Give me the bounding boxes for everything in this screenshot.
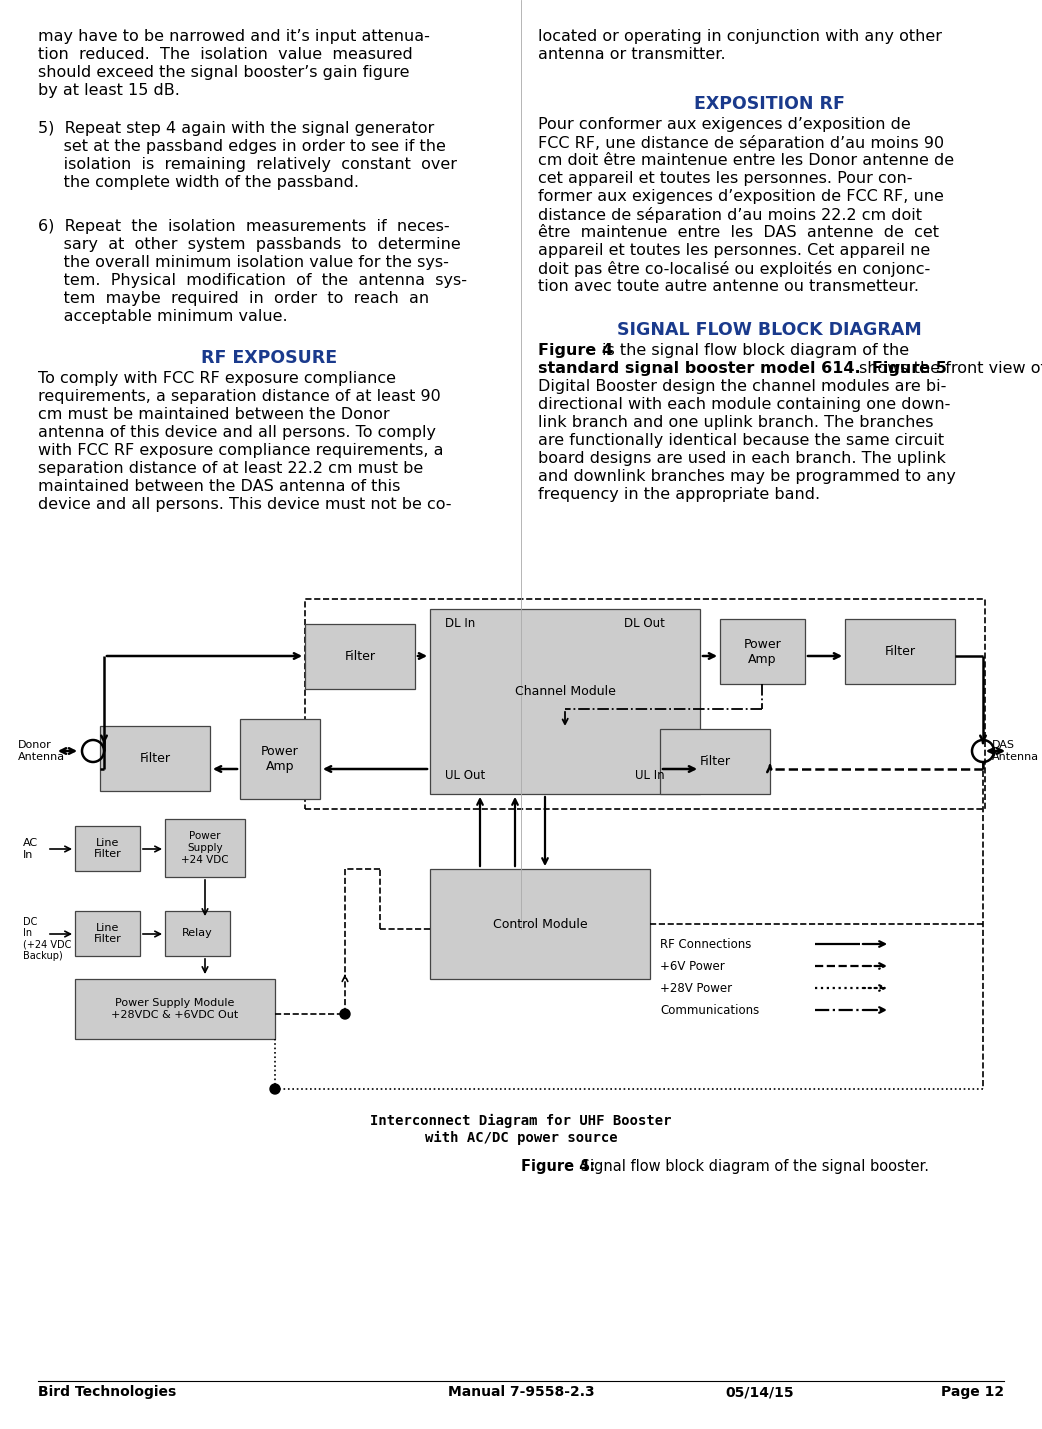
Text: tion avec toute autre antenne ou transmetteur.: tion avec toute autre antenne ou transme…	[538, 279, 919, 294]
FancyBboxPatch shape	[75, 826, 140, 872]
Text: former aux exigences d’exposition de FCC RF, une: former aux exigences d’exposition de FCC…	[538, 189, 944, 204]
Text: To comply with FCC RF exposure compliance: To comply with FCC RF exposure complianc…	[38, 372, 396, 386]
Text: DL Out: DL Out	[624, 617, 665, 630]
Text: appareil et toutes les personnes. Cet appareil ne: appareil et toutes les personnes. Cet ap…	[538, 243, 931, 259]
FancyBboxPatch shape	[430, 869, 650, 979]
Text: requirements, a separation distance of at least 90: requirements, a separation distance of a…	[38, 389, 441, 404]
Circle shape	[340, 1009, 350, 1019]
Text: separation distance of at least 22.2 cm must be: separation distance of at least 22.2 cm …	[38, 462, 423, 476]
Text: frequency in the appropriate band.: frequency in the appropriate band.	[538, 487, 820, 502]
Text: with FCC RF exposure compliance requirements, a: with FCC RF exposure compliance requirem…	[38, 443, 444, 459]
Text: Filter: Filter	[140, 752, 171, 765]
Text: standard signal booster model 614.  Figure 5: standard signal booster model 614. Figur…	[538, 362, 952, 376]
Text: Figure 4: Figure 4	[538, 343, 619, 359]
Text: Digital Booster design the channel modules are bi-: Digital Booster design the channel modul…	[538, 379, 946, 394]
Text: Filter: Filter	[885, 644, 916, 657]
Text: Power
Amp: Power Amp	[262, 745, 299, 773]
FancyBboxPatch shape	[660, 729, 770, 795]
Text: Bird Technologies: Bird Technologies	[38, 1385, 176, 1399]
Text: sary  at  other  system  passbands  to  determine: sary at other system passbands to determ…	[38, 237, 461, 252]
Text: Line
Filter: Line Filter	[94, 923, 121, 945]
Text: located or operating in conjunction with any other: located or operating in conjunction with…	[538, 29, 942, 44]
Text: acceptable minimum value.: acceptable minimum value.	[38, 309, 288, 324]
Text: Communications: Communications	[660, 1003, 760, 1016]
FancyBboxPatch shape	[100, 726, 210, 792]
Text: Channel Module: Channel Module	[515, 684, 616, 697]
FancyBboxPatch shape	[165, 819, 245, 877]
Text: UL Out: UL Out	[445, 769, 486, 782]
Text: SIGNAL FLOW BLOCK DIAGRAM: SIGNAL FLOW BLOCK DIAGRAM	[617, 322, 921, 339]
Text: Figure 4:: Figure 4:	[521, 1159, 595, 1175]
Text: may have to be narrowed and it’s input attenua-: may have to be narrowed and it’s input a…	[38, 29, 430, 44]
Text: Donor
Antenna: Donor Antenna	[18, 740, 65, 762]
Text: directional with each module containing one down-: directional with each module containing …	[538, 397, 950, 412]
Text: EXPOSITION RF: EXPOSITION RF	[694, 94, 844, 113]
Text: DC
In
(+24 VDC
Backup): DC In (+24 VDC Backup)	[23, 916, 71, 962]
Text: set at the passband edges in order to see if the: set at the passband edges in order to se…	[38, 139, 446, 154]
Text: AC
In: AC In	[23, 839, 39, 860]
Text: FCC RF, une distance de séparation d’au moins 90: FCC RF, une distance de séparation d’au …	[538, 134, 944, 151]
Text: cm doit être maintenue entre les Donor antenne de: cm doit être maintenue entre les Donor a…	[538, 153, 954, 169]
Text: isolation  is  remaining  relatively  constant  over: isolation is remaining relatively consta…	[38, 157, 457, 171]
Text: Line
Filter: Line Filter	[94, 837, 121, 859]
Text: Filter: Filter	[345, 650, 375, 663]
Text: RF EXPOSURE: RF EXPOSURE	[201, 349, 337, 367]
FancyBboxPatch shape	[240, 719, 320, 799]
Text: 6)  Repeat  the  isolation  measurements  if  neces-: 6) Repeat the isolation measurements if …	[38, 219, 450, 234]
Text: Manual 7-9558-2.3: Manual 7-9558-2.3	[448, 1385, 594, 1399]
Text: Relay: Relay	[182, 929, 213, 939]
Text: Page 12: Page 12	[941, 1385, 1004, 1399]
Text: board designs are used in each branch. The uplink: board designs are used in each branch. T…	[538, 452, 946, 466]
Text: Signal flow block diagram of the signal booster.: Signal flow block diagram of the signal …	[576, 1159, 929, 1175]
Text: by at least 15 dB.: by at least 15 dB.	[38, 83, 180, 99]
Text: should exceed the signal booster’s gain figure: should exceed the signal booster’s gain …	[38, 64, 410, 80]
Text: UL In: UL In	[636, 769, 665, 782]
Text: cet appareil et toutes les personnes. Pour con-: cet appareil et toutes les personnes. Po…	[538, 171, 913, 186]
Text: +28V Power: +28V Power	[660, 982, 733, 995]
Circle shape	[270, 1085, 280, 1095]
Text: maintained between the DAS antenna of this: maintained between the DAS antenna of th…	[38, 479, 400, 494]
Text: 5)  Repeat step 4 again with the signal generator: 5) Repeat step 4 again with the signal g…	[38, 121, 435, 136]
Text: Control Module: Control Module	[493, 917, 588, 930]
Text: DAS
Antenna: DAS Antenna	[992, 740, 1039, 762]
Text: doit pas être co-localisé ou exploités en conjonc-: doit pas être co-localisé ou exploités e…	[538, 262, 931, 277]
FancyBboxPatch shape	[75, 979, 275, 1039]
Text: link branch and one uplink branch. The branches: link branch and one uplink branch. The b…	[538, 414, 934, 430]
Text: distance de séparation d’au moins 22.2 cm doit: distance de séparation d’au moins 22.2 c…	[538, 207, 922, 223]
Text: shows the front view of the booster cabinet. In the: shows the front view of the booster cabi…	[859, 362, 1042, 376]
Text: Interconnect Diagram for UHF Booster
with AC/DC power source: Interconnect Diagram for UHF Booster wit…	[370, 1115, 672, 1145]
FancyBboxPatch shape	[845, 619, 956, 684]
Text: and downlink branches may be programmed to any: and downlink branches may be programmed …	[538, 469, 956, 484]
Text: être  maintenue  entre  les  DAS  antenne  de  cet: être maintenue entre les DAS antenne de …	[538, 224, 939, 240]
Text: antenna or transmitter.: antenna or transmitter.	[538, 47, 725, 61]
Text: Filter: Filter	[699, 755, 730, 767]
Text: Power Supply Module
+28VDC & +6VDC Out: Power Supply Module +28VDC & +6VDC Out	[111, 999, 239, 1020]
Text: Power
Supply
+24 VDC: Power Supply +24 VDC	[181, 832, 229, 865]
Text: RF Connections: RF Connections	[660, 937, 751, 950]
Text: cm must be maintained between the Donor: cm must be maintained between the Donor	[38, 407, 390, 422]
FancyBboxPatch shape	[720, 619, 805, 684]
Text: is the signal flow block diagram of the: is the signal flow block diagram of the	[602, 343, 910, 359]
Text: Pour conformer aux exigences d’exposition de: Pour conformer aux exigences d’expositio…	[538, 117, 911, 131]
Text: the complete width of the passband.: the complete width of the passband.	[38, 174, 359, 190]
FancyBboxPatch shape	[305, 624, 415, 689]
Text: +6V Power: +6V Power	[660, 959, 725, 973]
Text: antenna of this device and all persons. To comply: antenna of this device and all persons. …	[38, 424, 436, 440]
Text: device and all persons. This device must not be co-: device and all persons. This device must…	[38, 497, 451, 512]
FancyBboxPatch shape	[165, 912, 230, 956]
Text: tem.  Physical  modification  of  the  antenna  sys-: tem. Physical modification of the antenn…	[38, 273, 467, 289]
Text: the overall minimum isolation value for the sys-: the overall minimum isolation value for …	[38, 254, 449, 270]
Text: 05/14/15: 05/14/15	[725, 1385, 794, 1399]
Text: Power
Amp: Power Amp	[744, 637, 782, 666]
FancyBboxPatch shape	[75, 912, 140, 956]
Text: DL In: DL In	[445, 617, 475, 630]
Text: are functionally identical because the same circuit: are functionally identical because the s…	[538, 433, 944, 449]
Bar	[305, 599, 985, 809]
Text: tem  maybe  required  in  order  to  reach  an: tem maybe required in order to reach an	[38, 292, 429, 306]
Text: tion  reduced.  The  isolation  value  measured: tion reduced. The isolation value measur…	[38, 47, 413, 61]
FancyBboxPatch shape	[430, 609, 700, 795]
